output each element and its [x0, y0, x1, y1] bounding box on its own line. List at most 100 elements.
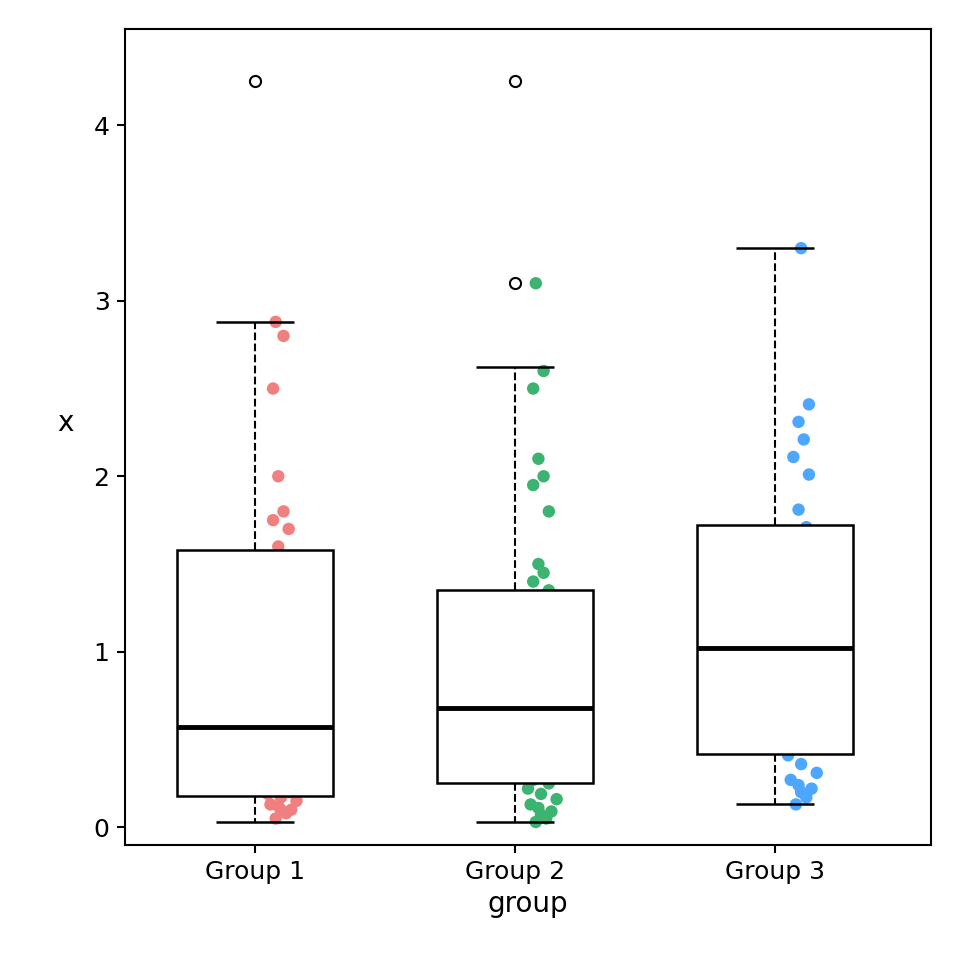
Point [283, 706, 299, 721]
Point [271, 468, 286, 484]
Point [528, 276, 543, 291]
Point [783, 772, 799, 787]
Point [791, 572, 806, 588]
Point [802, 739, 817, 755]
Point [536, 565, 551, 581]
Point [531, 751, 546, 766]
Point [281, 784, 297, 800]
Point [531, 557, 546, 572]
Point [794, 634, 809, 649]
Point [531, 665, 546, 681]
Point [799, 519, 814, 535]
Point [265, 513, 280, 528]
Point [541, 733, 557, 749]
Bar [697, 525, 853, 754]
Point [265, 591, 280, 607]
Point [265, 644, 280, 660]
Point [791, 414, 806, 429]
Point [794, 756, 809, 772]
Point [525, 688, 540, 704]
Point [794, 240, 809, 255]
Point [541, 583, 557, 598]
Point [804, 781, 819, 797]
Point [788, 797, 804, 812]
Point [276, 328, 291, 344]
Point [263, 797, 278, 812]
Point [783, 640, 799, 656]
Point [268, 314, 283, 329]
Point [783, 721, 799, 736]
Point [531, 600, 546, 615]
Point [523, 767, 539, 782]
Point [525, 574, 540, 589]
Point [796, 432, 811, 447]
Point [543, 653, 559, 668]
Point [536, 363, 551, 378]
Point [528, 725, 543, 740]
Point [534, 706, 549, 721]
Point [536, 760, 551, 776]
Point [809, 765, 825, 780]
Point [791, 704, 806, 719]
Point [802, 396, 817, 412]
Point [525, 381, 540, 396]
Point [543, 697, 559, 712]
Point [534, 786, 549, 802]
Point [274, 790, 289, 805]
Point [278, 805, 294, 821]
Point [788, 659, 804, 674]
Point [271, 679, 286, 694]
Point [541, 776, 557, 791]
Point [283, 661, 299, 677]
Point [276, 557, 291, 572]
Point [278, 636, 294, 651]
Point [271, 758, 286, 774]
Point [785, 608, 801, 623]
Point [785, 730, 801, 745]
Point [525, 636, 540, 651]
Point [543, 804, 559, 819]
Point [780, 748, 796, 763]
Point [268, 732, 283, 747]
Point [531, 451, 546, 467]
Point [528, 814, 543, 829]
Point [549, 791, 564, 806]
Point [523, 714, 539, 730]
Point [791, 502, 806, 517]
Point [283, 802, 299, 817]
Point [271, 799, 286, 814]
Point [525, 477, 540, 492]
Point [531, 801, 546, 816]
Point [534, 807, 549, 823]
Point [802, 467, 817, 482]
Bar [437, 590, 593, 783]
Point [281, 609, 297, 624]
Point [281, 740, 297, 756]
Point [799, 790, 814, 805]
Point [260, 786, 276, 802]
Point [265, 750, 280, 765]
Point [281, 521, 297, 537]
Point [276, 504, 291, 519]
Point [271, 539, 286, 554]
Point [520, 781, 536, 797]
Point [263, 776, 278, 791]
Point [539, 679, 554, 694]
Point [289, 793, 304, 808]
Point [796, 712, 811, 728]
Point [541, 504, 557, 519]
Point [804, 625, 819, 640]
Point [268, 811, 283, 827]
Point [785, 537, 801, 552]
Point [539, 811, 554, 827]
Point [265, 697, 280, 712]
Point [804, 555, 819, 570]
Point [265, 381, 280, 396]
Point [523, 797, 539, 812]
Point [276, 767, 291, 782]
Point [785, 695, 801, 710]
Point [525, 742, 540, 757]
Point [271, 627, 286, 642]
Point [785, 449, 801, 465]
Y-axis label: x: x [58, 409, 74, 437]
